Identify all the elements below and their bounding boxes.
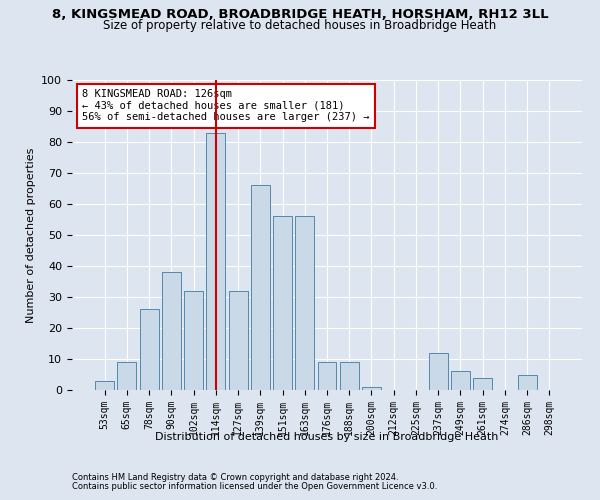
Text: 8, KINGSMEAD ROAD, BROADBRIDGE HEATH, HORSHAM, RH12 3LL: 8, KINGSMEAD ROAD, BROADBRIDGE HEATH, HO… (52, 8, 548, 20)
Bar (518, 374, 536, 390)
Bar (340, 362, 359, 390)
Text: Distribution of detached houses by size in Broadbridge Heath: Distribution of detached houses by size … (155, 432, 499, 442)
Bar (206, 132, 225, 390)
Bar (451, 372, 470, 390)
Bar (273, 216, 292, 390)
Bar (473, 378, 492, 390)
Bar (118, 362, 136, 390)
Bar (251, 186, 270, 390)
Bar (229, 291, 248, 390)
Bar (362, 387, 381, 390)
Text: Size of property relative to detached houses in Broadbridge Heath: Size of property relative to detached ho… (103, 19, 497, 32)
Y-axis label: Number of detached properties: Number of detached properties (26, 148, 36, 322)
Text: 8 KINGSMEAD ROAD: 126sqm
← 43% of detached houses are smaller (181)
56% of semi-: 8 KINGSMEAD ROAD: 126sqm ← 43% of detach… (82, 90, 370, 122)
Bar (140, 310, 158, 390)
Bar (317, 362, 337, 390)
Bar (295, 216, 314, 390)
Bar (162, 272, 181, 390)
Bar (184, 291, 203, 390)
Bar (95, 380, 114, 390)
Text: Contains public sector information licensed under the Open Government Licence v3: Contains public sector information licen… (72, 482, 437, 491)
Bar (429, 353, 448, 390)
Text: Contains HM Land Registry data © Crown copyright and database right 2024.: Contains HM Land Registry data © Crown c… (72, 472, 398, 482)
